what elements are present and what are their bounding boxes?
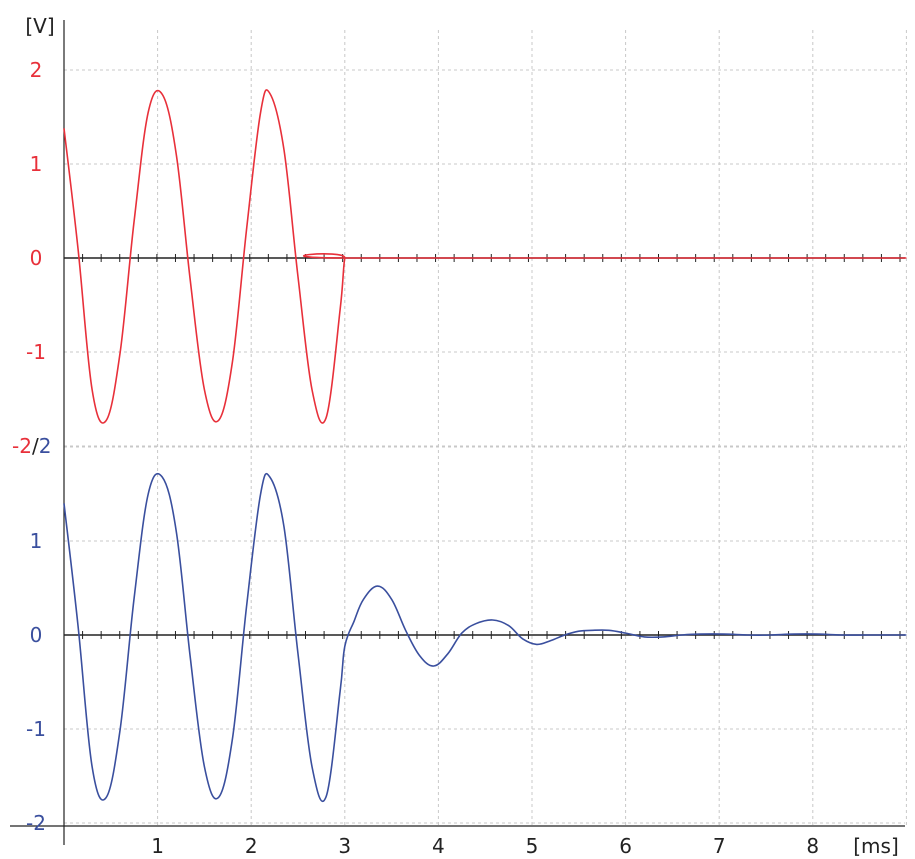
x-tick-label: 6 xyxy=(619,834,632,858)
y-tick-label-bottom: 0 xyxy=(30,623,43,647)
grid xyxy=(64,30,907,826)
x-tick-label: 8 xyxy=(806,834,819,858)
y-tick-label-bottom: 1 xyxy=(30,529,43,553)
y-tick-label-bottom: -2 xyxy=(26,811,46,835)
x-tick-label: 5 xyxy=(526,834,539,858)
plot-area xyxy=(63,89,907,803)
y-tick-label-shared: -2/2 xyxy=(12,434,51,458)
series-line-red xyxy=(63,89,907,424)
y-unit-label: [V] xyxy=(25,14,54,38)
y-tick-label-top: 0 xyxy=(30,246,43,270)
x-unit-label: [ms] xyxy=(853,834,899,858)
x-tick-label: 4 xyxy=(432,834,445,858)
x-tick-label: 2 xyxy=(245,834,258,858)
y-tick-label-top: 2 xyxy=(30,58,43,82)
y-tick-label-top: -1 xyxy=(26,340,46,364)
y-tick-label-top: 1 xyxy=(30,152,43,176)
series-line-blue xyxy=(63,472,907,803)
x-tick-label: 3 xyxy=(338,834,351,858)
y-tick-label-bottom: -1 xyxy=(26,717,46,741)
y-tick-label-separator: / xyxy=(32,434,39,458)
axes xyxy=(10,20,905,845)
x-tick-label: 7 xyxy=(713,834,726,858)
y-tick-label-top-panel-min: -2 xyxy=(12,434,32,458)
x-tick-label: 1 xyxy=(151,834,164,858)
y-tick-label-bottom-panel-max: 2 xyxy=(39,434,52,458)
